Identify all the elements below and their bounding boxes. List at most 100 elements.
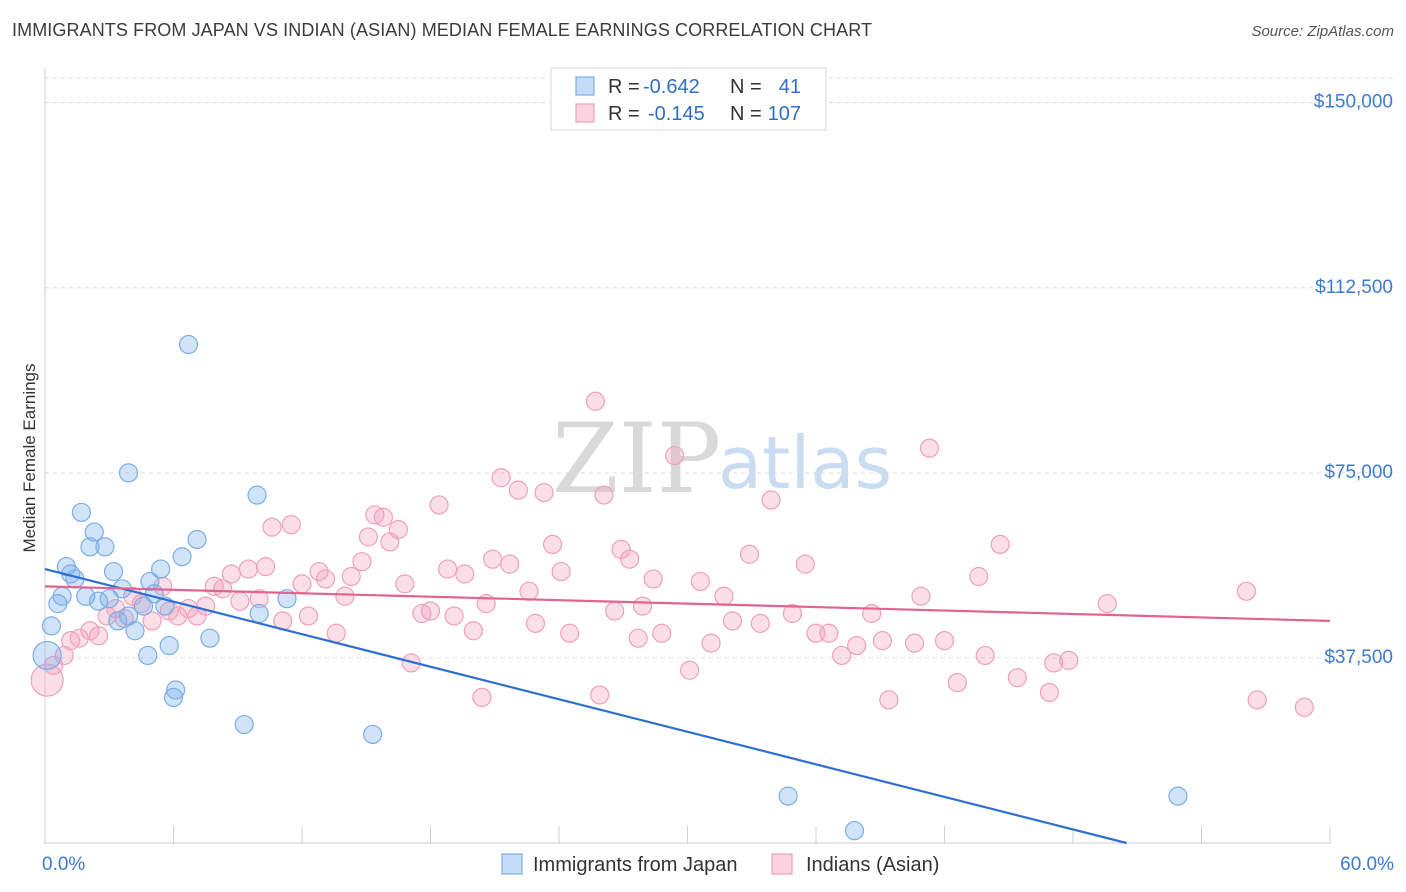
data-point bbox=[969, 566, 989, 587]
data-point bbox=[551, 561, 571, 582]
legend-swatch-pink bbox=[575, 103, 595, 123]
y-tick-label: $150,000 bbox=[1314, 92, 1393, 113]
data-point bbox=[534, 482, 554, 503]
data-point bbox=[249, 603, 269, 624]
data-point bbox=[30, 663, 64, 697]
data-point bbox=[911, 586, 931, 606]
data-point bbox=[363, 724, 383, 745]
data-point bbox=[41, 616, 62, 636]
legend-n-value-1: 41 bbox=[779, 76, 801, 98]
data-point bbox=[69, 628, 89, 648]
data-point bbox=[131, 594, 151, 614]
legend-n-label-1: N = bbox=[730, 76, 762, 98]
data-point bbox=[879, 690, 899, 710]
data-point bbox=[1168, 786, 1188, 806]
data-point bbox=[99, 589, 119, 609]
series-legend-label-blue: Immigrants from Japan bbox=[533, 854, 738, 876]
data-point bbox=[508, 480, 528, 500]
data-point bbox=[500, 554, 520, 574]
legend-n-label-2: N = bbox=[730, 103, 762, 125]
data-point bbox=[1044, 653, 1064, 673]
data-point bbox=[491, 468, 511, 488]
data-point bbox=[438, 559, 458, 579]
data-point bbox=[652, 623, 672, 643]
data-point bbox=[84, 522, 104, 542]
trend-lines bbox=[44, 568, 1331, 845]
series-legend-label-pink: Indians (Asian) bbox=[806, 854, 939, 876]
data-point bbox=[990, 534, 1010, 555]
data-point bbox=[585, 391, 606, 411]
watermark-zip: ZIP bbox=[552, 403, 721, 515]
data-point bbox=[140, 571, 160, 592]
data-point bbox=[420, 601, 441, 621]
data-point bbox=[187, 529, 207, 550]
data-point bbox=[341, 566, 361, 587]
data-point bbox=[238, 559, 259, 579]
data-point bbox=[1007, 668, 1027, 688]
legend-swatch-blue bbox=[575, 76, 595, 96]
data-point bbox=[919, 438, 940, 458]
data-point bbox=[862, 603, 882, 624]
data-point bbox=[832, 645, 852, 666]
data-point bbox=[108, 611, 128, 631]
data-point bbox=[795, 554, 815, 574]
data-point bbox=[142, 611, 162, 631]
data-point bbox=[249, 589, 269, 609]
series-legend-swatch-pink bbox=[771, 853, 793, 875]
data-point bbox=[178, 334, 199, 355]
data-point bbox=[934, 631, 955, 651]
data-point bbox=[230, 591, 250, 611]
data-point bbox=[740, 544, 760, 564]
data-point bbox=[52, 586, 72, 606]
y-axis-title: Median Female Earnings bbox=[20, 364, 39, 553]
data-point bbox=[172, 547, 192, 567]
data-point bbox=[358, 527, 378, 547]
data-point bbox=[388, 519, 408, 540]
chart-title: IMMIGRANTS FROM JAPAN VS INDIAN (ASIAN) … bbox=[12, 20, 873, 40]
x-tick-labels: 0.0% 60.0% bbox=[42, 854, 1394, 875]
data-point bbox=[234, 714, 254, 735]
data-point bbox=[326, 623, 346, 643]
data-point bbox=[542, 534, 563, 555]
data-point bbox=[352, 552, 372, 572]
series-indians-asian bbox=[30, 391, 1314, 717]
data-point bbox=[643, 569, 663, 589]
data-point bbox=[80, 537, 100, 557]
data-point bbox=[1247, 690, 1267, 710]
data-point bbox=[1097, 594, 1117, 614]
data-point bbox=[1039, 682, 1060, 703]
data-point bbox=[247, 485, 267, 505]
data-point bbox=[483, 549, 503, 569]
data-point bbox=[221, 564, 241, 584]
data-point bbox=[125, 621, 145, 641]
trend-line-blue bbox=[44, 568, 1127, 845]
data-point bbox=[701, 633, 721, 653]
watermark: ZIP atlas bbox=[552, 403, 892, 515]
data-point bbox=[472, 687, 492, 708]
x-tick-label-start: 0.0% bbox=[42, 854, 85, 875]
data-point bbox=[782, 603, 803, 624]
data-point bbox=[71, 502, 92, 522]
data-point bbox=[844, 821, 865, 841]
data-point bbox=[277, 589, 297, 609]
y-tick-label: $75,000 bbox=[1324, 462, 1393, 483]
data-point bbox=[213, 579, 233, 599]
data-point bbox=[714, 586, 734, 606]
data-point bbox=[1236, 581, 1257, 601]
data-point bbox=[309, 561, 329, 582]
data-point bbox=[463, 621, 483, 641]
data-point bbox=[151, 559, 171, 579]
data-point bbox=[133, 596, 154, 616]
data-point bbox=[750, 613, 770, 633]
data-point bbox=[819, 623, 839, 643]
legend-box bbox=[550, 67, 827, 131]
data-point bbox=[159, 635, 179, 656]
data-point bbox=[590, 685, 610, 705]
data-point bbox=[292, 574, 312, 594]
data-point bbox=[1059, 650, 1079, 670]
data-point bbox=[628, 628, 648, 648]
correlation-legend: R = -0.642 N = 41 R = -0.145 N = 107 bbox=[550, 67, 827, 131]
y-tick-labels: $37,500 $75,000 $112,500 $150,000 bbox=[1314, 92, 1393, 668]
data-point bbox=[560, 623, 580, 643]
